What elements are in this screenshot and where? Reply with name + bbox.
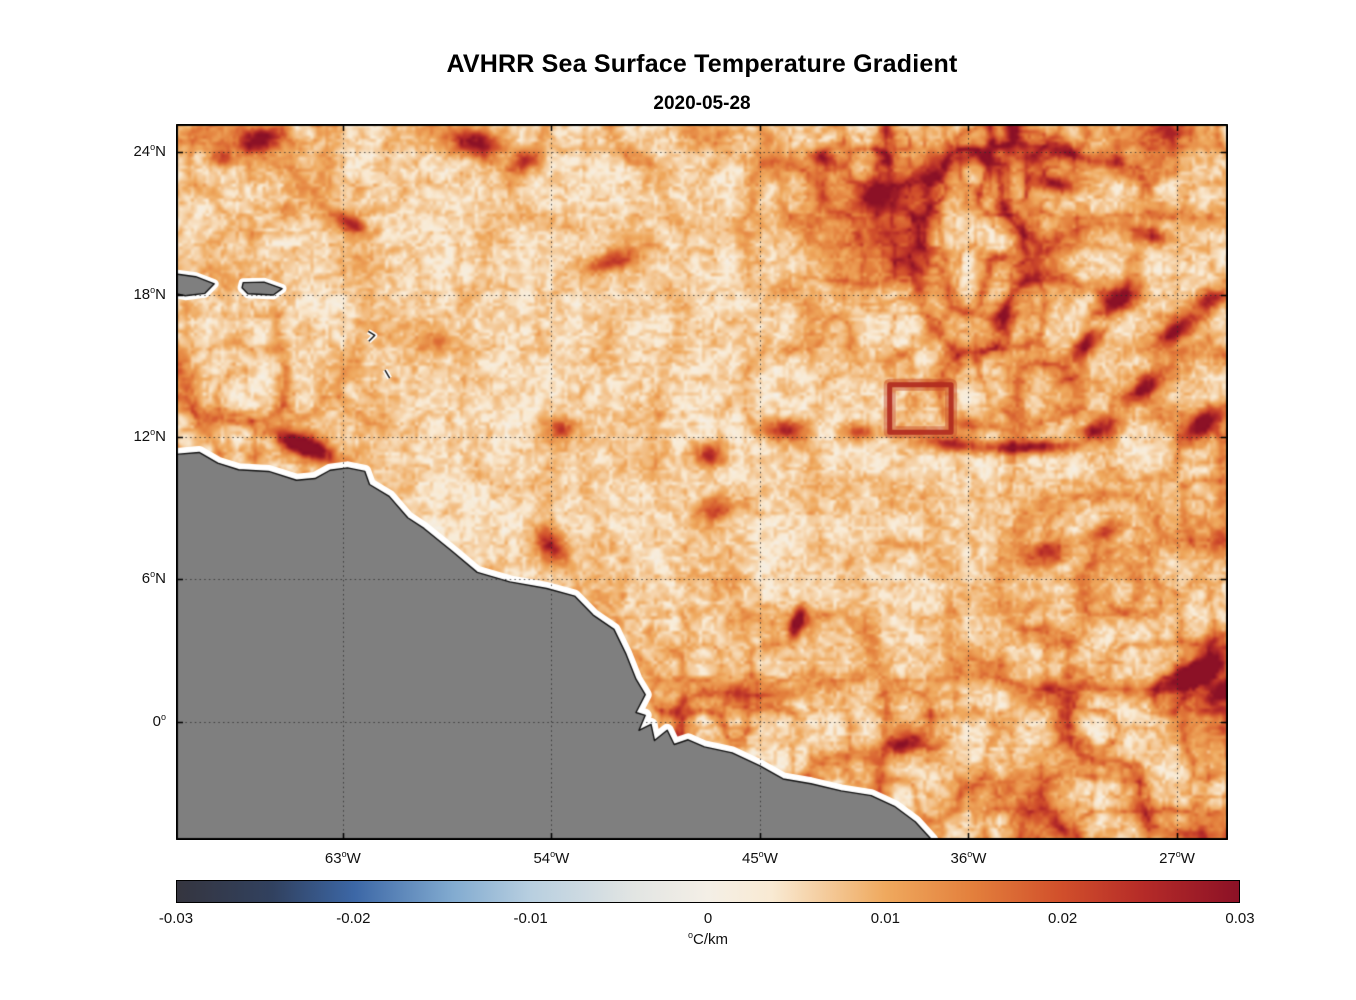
x-axis-tick-label: 36oW <box>950 849 987 868</box>
y-axis-tick-label: 12oN <box>133 426 166 445</box>
colorbar-tick-label: 0.03 <box>1225 910 1255 927</box>
colorbar-tick-label: -0.02 <box>336 910 371 927</box>
unit-text: C/km <box>693 931 728 948</box>
x-axis-tick-label: 63oW <box>324 849 361 868</box>
sst-gradient-map-canvas <box>176 124 1228 840</box>
x-axis-tick-label: 45oW <box>741 849 778 868</box>
colorbar-tick-label: 0.02 <box>1048 910 1078 927</box>
colorbar-tick-label: -0.03 <box>158 910 194 927</box>
colorbar-gradient <box>176 880 1240 903</box>
chart-title: AVHRR Sea Surface Temperature Gradient <box>446 50 958 78</box>
y-axis-tick-label: 24oN <box>133 142 166 161</box>
colorbar-unit-label: oC/km <box>176 930 1240 949</box>
y-axis-tick-label: 6oN <box>141 569 166 588</box>
colorbar-tick-label: 0.01 <box>870 910 900 927</box>
x-axis-tick-label: 27oW <box>1159 849 1195 868</box>
y-axis-tick-label: 0o <box>152 711 166 730</box>
chart-date: 2020-05-28 <box>653 93 751 114</box>
colorbar-tick-label: 0 <box>703 910 713 927</box>
y-axis-tick-label: 18oN <box>133 284 166 303</box>
colorbar-tick-label: -0.01 <box>513 910 548 927</box>
x-axis-tick-label: 54oW <box>533 849 570 868</box>
degree-symbol: o <box>687 930 693 940</box>
